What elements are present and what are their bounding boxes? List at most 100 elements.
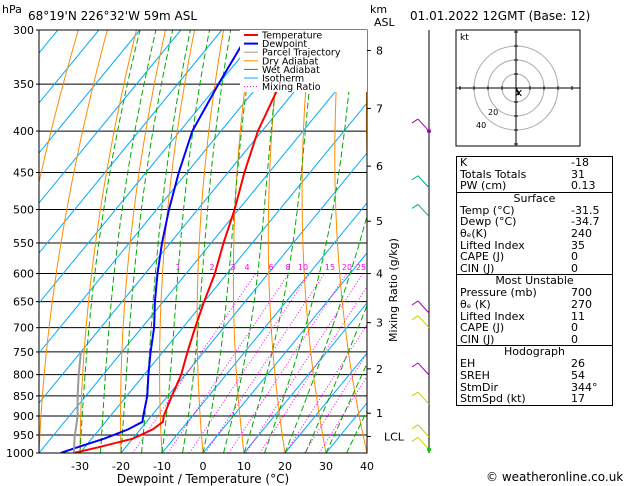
most-unstable-value: 270	[571, 297, 592, 311]
indices-table: K -18 Totals Totals 31 PW (cm) 0.13 Surface T…	[456, 156, 613, 406]
pressure-tick-label: 450	[13, 166, 34, 179]
index-key: PW (cm)	[460, 179, 507, 193]
surface-value: 240	[571, 226, 592, 240]
wind-barb-shaft	[417, 437, 430, 450]
most-unstable-title: Most Unstable	[495, 274, 574, 288]
legend-label: Mixing Ratio	[262, 82, 321, 93]
mixing-ratio-line	[228, 273, 348, 453]
dry-adiabat	[397, 30, 449, 453]
mixing-ratio-line	[132, 273, 257, 453]
dry-adiabat	[159, 30, 196, 453]
hodograph-ring-label: 40	[476, 121, 486, 130]
wet-adiabat	[100, 30, 157, 453]
index-row: K -18	[457, 157, 612, 169]
mixing-ratio-tick-label: 4	[244, 263, 249, 272]
series-temperature	[73, 30, 313, 453]
wind-barb-flag	[411, 315, 419, 321]
legend-label: Wet Adiabat	[262, 65, 320, 76]
temperature-tick-label: 40	[360, 460, 374, 473]
dry-adiabat	[301, 30, 327, 453]
mixing-ratio-tick-label: 6	[268, 263, 273, 272]
pressure-tick-label: 600	[13, 268, 34, 281]
wet-adiabat	[161, 30, 210, 453]
pressure-tick-label: 400	[13, 125, 34, 138]
hodograph-storm-marker: ✕	[514, 87, 523, 100]
isotherm	[202, 252, 367, 453]
mixing-ratio-tick-label: 8	[285, 263, 290, 272]
surface-value: 0	[571, 250, 578, 264]
mixing-ratio-axis-label: Mixing Ratio (g/kg)	[387, 238, 400, 342]
surface-row: Temp (°C) -31.5	[457, 205, 612, 217]
legend-label: Dewpoint	[262, 39, 307, 50]
location-title: 68°19'N 226°32'W 59m ASL	[28, 9, 198, 23]
isotherm	[284, 352, 367, 453]
legend-label: Isotherm	[262, 74, 304, 85]
temperature-tick-label: 30	[319, 460, 333, 473]
hodograph-value: 17	[571, 392, 585, 406]
mixing-ratio-tick-label: 1	[175, 263, 180, 272]
wet-adiabat	[120, 30, 174, 453]
isotherm	[39, 30, 182, 204]
pressure-tick-label: 850	[13, 390, 34, 403]
surface-key: Temp (°C)	[460, 203, 515, 217]
mixing-ratio-line	[245, 273, 364, 453]
isotherm	[39, 30, 264, 304]
wind-barb-shaft	[417, 175, 430, 189]
temperature-tick-label: -10	[153, 460, 171, 473]
mixing-ratio-tick-label: 3	[230, 263, 235, 272]
surface-key: θₑ(K)	[460, 226, 488, 240]
hodograph-row: SREH 54	[457, 370, 612, 382]
surface-value: 0	[571, 261, 578, 275]
dry-adiabat	[232, 30, 254, 453]
wet-adiabat	[223, 30, 283, 453]
surface-row: CIN (J) 0	[457, 263, 612, 275]
most-unstable-key: Pressure (mb)	[460, 286, 537, 300]
wind-barb-flag	[411, 118, 419, 124]
index-key: Totals Totals	[460, 167, 527, 181]
most-unstable-key: CIN (J)	[460, 332, 495, 346]
mixing-ratio-line	[167, 273, 290, 453]
most-unstable-key: θₑ (K)	[460, 297, 491, 311]
surface-value: -31.5	[571, 203, 600, 217]
index-row: PW (cm) 0.13	[457, 180, 612, 192]
temperature-tick-label: -20	[112, 460, 130, 473]
wind-barb-flag	[411, 391, 419, 397]
mixing-ratio-tick-label: 25	[356, 263, 366, 272]
pressure-tick-label: 900	[13, 410, 34, 423]
legend-box	[240, 30, 367, 92]
wind-barbs	[411, 30, 431, 453]
hodograph-key: StmDir	[460, 380, 499, 394]
mixing-ratio-line	[189, 273, 310, 453]
hodograph-title: Hodograph	[504, 345, 565, 359]
temperature-tick-label: 20	[278, 460, 292, 473]
most-unstable-row: Lifted Index 11	[457, 310, 612, 323]
legend-label: Temperature	[261, 31, 322, 42]
surface-key: CAPE (J)	[460, 250, 505, 264]
wind-dot	[427, 129, 431, 134]
isotherm	[39, 30, 305, 354]
dry-adiabat	[267, 30, 286, 453]
wind-barb-flag	[411, 362, 419, 368]
isotherm	[39, 30, 346, 404]
wet-adiabat	[284, 214, 367, 453]
surface-value: -34.7	[571, 215, 600, 229]
mixing-ratio-tick-label: 20	[342, 263, 352, 272]
wind-barb-shaft	[417, 315, 430, 329]
surface-row: CAPE (J) 0	[457, 251, 612, 263]
hodograph-section: Hodograph EH 26 SREH 54 StmDir 344° StmSpd (kt…	[457, 345, 612, 404]
dry-adiabat	[39, 30, 108, 453]
km-tick-label: 1	[376, 407, 383, 420]
hodograph-kt-label: kt	[460, 33, 469, 43]
hodograph-key: SREH	[460, 368, 490, 382]
km-tick-label: 3	[376, 317, 383, 330]
index-row: Totals Totals 31	[457, 167, 612, 181]
pressure-tick-label: 950	[13, 429, 34, 442]
hodograph-row: EH 26	[457, 358, 612, 370]
km-tick-label: 2	[376, 363, 383, 376]
date-title: 01.01.2022 12GMT (Base: 12)	[410, 9, 591, 23]
copyright: © weatheronline.co.uk	[486, 470, 624, 484]
wet-adiabat	[305, 304, 367, 453]
wet-adiabat	[202, 30, 256, 453]
hodograph-value: 26	[571, 357, 585, 371]
plot-frame	[38, 29, 368, 454]
